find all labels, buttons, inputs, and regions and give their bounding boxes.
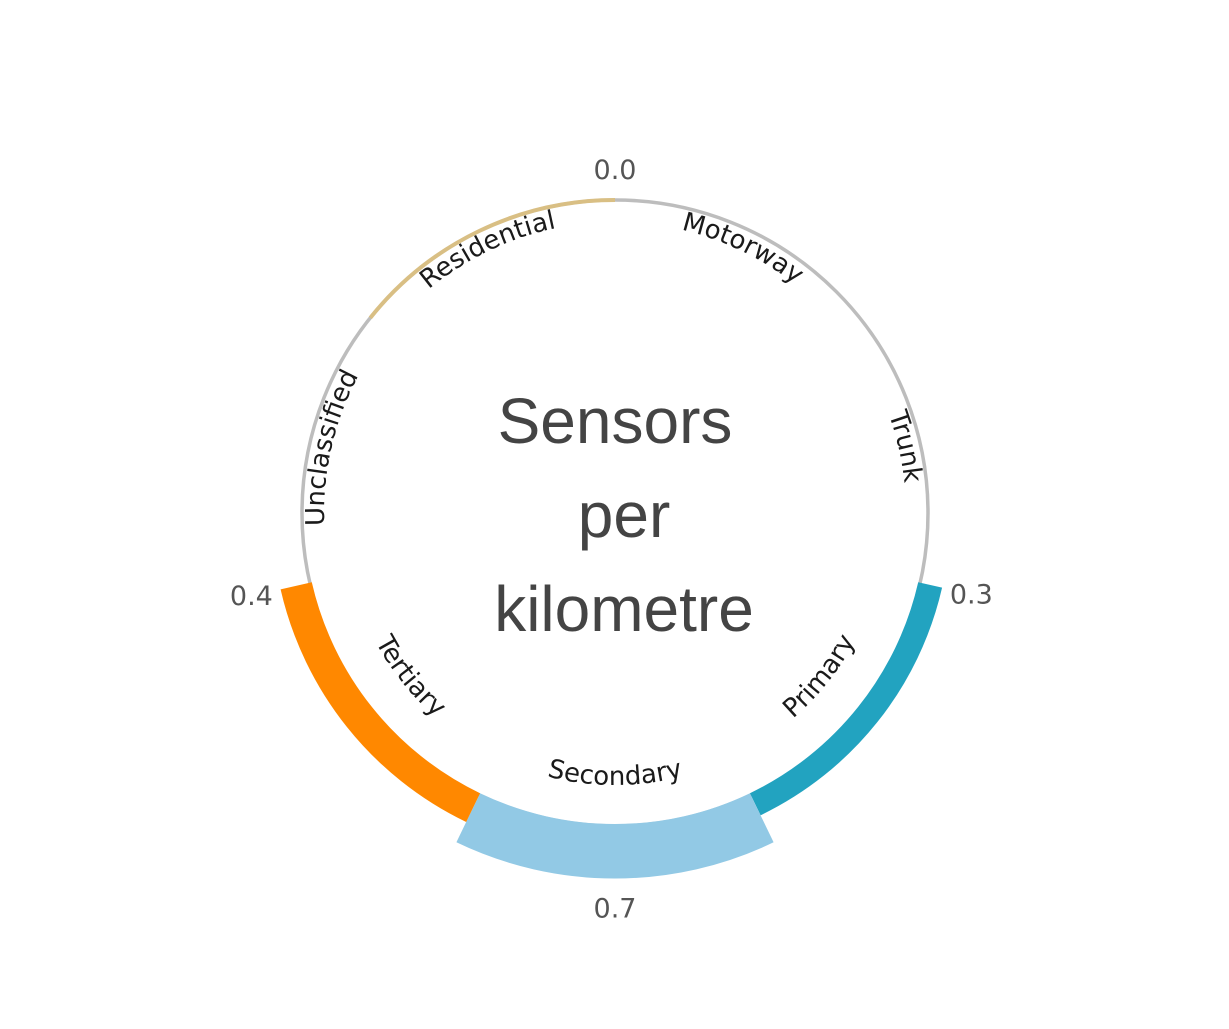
- category-label-tertiary: Tertiary: [369, 630, 452, 723]
- category-label-primary: Primary: [777, 629, 861, 724]
- chart-title: Sensors per kilometre: [494, 385, 754, 645]
- category-label-trunk: Trunk: [882, 406, 928, 484]
- bar-primary: [749, 582, 943, 816]
- category-label-secondary: Secondary: [545, 754, 685, 792]
- bar-tertiary: [280, 582, 481, 823]
- category-label-residential: Residential: [414, 205, 558, 294]
- value-label-residential: 0.0: [594, 155, 637, 186]
- bar-secondary: [456, 793, 774, 879]
- value-label-secondary: 0.7: [594, 894, 637, 925]
- value-label-primary: 0.3: [950, 579, 993, 610]
- category-label-motorway: Motorway: [679, 207, 809, 290]
- chart-title-line-3: kilometre: [494, 573, 754, 645]
- category-label-unclassified: Unclassified: [301, 365, 365, 526]
- chart-title-line-2: per: [578, 479, 671, 551]
- value-label-tertiary: 0.4: [230, 581, 273, 612]
- chart-title-line-1: Sensors: [498, 385, 733, 457]
- bar-residential: [368, 198, 616, 320]
